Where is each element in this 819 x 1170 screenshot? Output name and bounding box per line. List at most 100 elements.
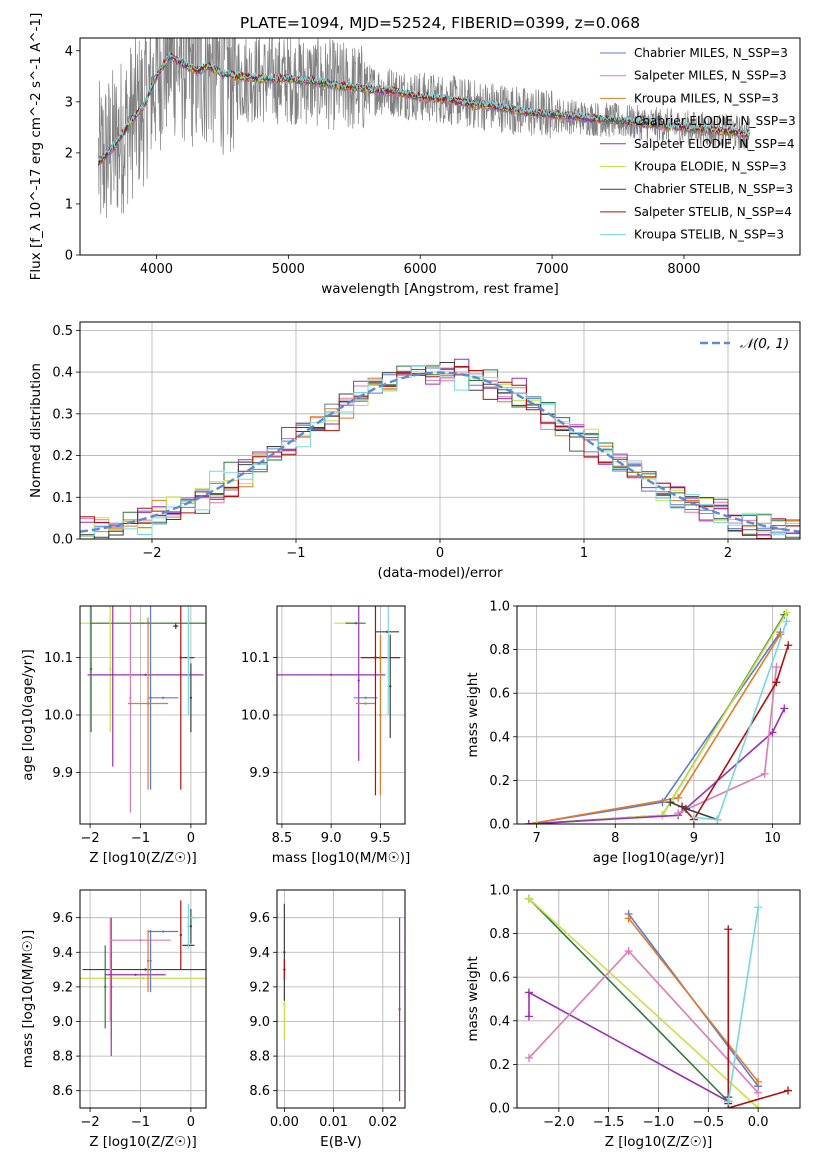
x-axis-label: Z [log10(Z/Z☉)] bbox=[89, 1134, 197, 1150]
plus-marker bbox=[780, 704, 789, 713]
plus-marker bbox=[784, 641, 793, 650]
legend-entry: Chabrier STELIB, N_SSP=3 bbox=[634, 182, 793, 196]
y-tick-label: 10.0 bbox=[241, 709, 270, 724]
x-axis-label: wavelength [Angstrom, rest frame] bbox=[321, 281, 559, 297]
data-point bbox=[283, 968, 286, 971]
data-point bbox=[398, 1008, 401, 1011]
x-tick-label: 0 bbox=[187, 1115, 195, 1130]
panel-mass_vs_ebv: 0.00 0.01 0.02 8.6 8.8 9.0 9.2 9.4 9.6 E(B-V) bbox=[249, 889, 406, 1150]
y-tick-label: 10.1 bbox=[44, 651, 73, 666]
y-tick-label: 4 bbox=[65, 44, 73, 59]
axes-frame bbox=[516, 605, 801, 825]
axes-frame bbox=[276, 889, 406, 1109]
plus-marker bbox=[524, 1053, 533, 1062]
x-tick-label: 2 bbox=[724, 546, 732, 561]
chart-title: PLATE=1094, MJD=52524, FIBERID=0399, z=0… bbox=[240, 14, 640, 32]
legend-entry: Chabrier ELODIE, N_SSP=3 bbox=[634, 114, 796, 128]
x-tick-label: −2 bbox=[142, 546, 161, 561]
data-point bbox=[141, 977, 145, 980]
plus-marker bbox=[754, 903, 763, 912]
grid bbox=[80, 606, 206, 824]
axes-frame bbox=[276, 605, 406, 825]
plus-marker bbox=[724, 1097, 733, 1106]
axes-frame bbox=[79, 889, 207, 1109]
y-tick-label: 9.4 bbox=[249, 946, 270, 961]
weight-series-line bbox=[528, 949, 759, 1094]
gaussian-curve bbox=[80, 371, 800, 533]
plus-marker bbox=[782, 608, 791, 617]
x-tick-label: −2 bbox=[80, 1115, 99, 1130]
data-point bbox=[283, 1002, 286, 1006]
y-tick-label: 1.0 bbox=[489, 600, 510, 615]
histogram-step bbox=[80, 362, 800, 538]
x-axis-label: Z [log10(Z/Z☉)] bbox=[605, 1134, 713, 1150]
x-axis-label: Z [log10(Z/Z☉)] bbox=[89, 850, 197, 866]
model-spectrum-line bbox=[98, 51, 751, 161]
x-tick-label: 0.01 bbox=[319, 1115, 348, 1130]
y-tick-label: 9.4 bbox=[52, 946, 73, 961]
plus-marker bbox=[658, 798, 667, 807]
legend-entry: Salpeter MILES, N_SSP=3 bbox=[634, 69, 787, 83]
data-point bbox=[192, 916, 195, 919]
plus-marker bbox=[674, 793, 683, 802]
y-tick-label: 0.4 bbox=[52, 366, 73, 381]
data-point bbox=[387, 656, 390, 659]
plus-marker bbox=[760, 769, 769, 778]
y-tick-label: 10.1 bbox=[241, 651, 270, 666]
y-tick-label: 8.6 bbox=[249, 1084, 270, 1099]
data-point bbox=[389, 685, 392, 688]
plot-area bbox=[277, 606, 401, 796]
weight-series-line bbox=[528, 708, 786, 824]
y-tick-label: 0.0 bbox=[489, 818, 510, 833]
x-tick-label: −1 bbox=[131, 1115, 150, 1130]
plot-area bbox=[80, 358, 800, 539]
legend-entry: Kroupa ELODIE, N_SSP=3 bbox=[634, 160, 787, 174]
x-tick-label: 8.5 bbox=[272, 831, 293, 846]
data-point bbox=[187, 925, 190, 928]
x-tick-label: −2.0 bbox=[543, 1115, 575, 1130]
y-tick-label: 3 bbox=[65, 95, 73, 110]
x-tick-label: 5000 bbox=[272, 262, 305, 277]
data-point bbox=[189, 925, 193, 928]
data-point bbox=[129, 696, 132, 699]
y-axis-label: mass weight bbox=[465, 672, 481, 757]
plus-marker bbox=[713, 815, 722, 824]
legend-entry: 𝒩(0, 1) bbox=[740, 336, 789, 352]
x-tick-label: 8000 bbox=[667, 262, 700, 277]
data-point bbox=[149, 959, 152, 963]
x-tick-label: −0.5 bbox=[693, 1115, 725, 1130]
grid bbox=[80, 322, 800, 540]
y-tick-label: 0.2 bbox=[52, 449, 73, 464]
data-point bbox=[174, 624, 177, 628]
grid bbox=[277, 606, 405, 824]
plus-marker bbox=[624, 914, 633, 923]
x-tick-label: 4000 bbox=[140, 262, 173, 277]
plus-marker bbox=[666, 798, 675, 807]
x-axis-label: E(B-V) bbox=[320, 1134, 362, 1150]
x-tick-label: 0.02 bbox=[368, 1115, 397, 1130]
weight-series-line bbox=[727, 929, 789, 1108]
data-point bbox=[364, 696, 367, 699]
plot-area bbox=[524, 608, 793, 824]
x-tick-label: 7000 bbox=[536, 262, 569, 277]
data-point bbox=[283, 951, 286, 954]
y-tick-label: 8.6 bbox=[52, 1084, 73, 1099]
x-axis-label: age [log10(age/yr)] bbox=[593, 850, 725, 866]
axes-frame bbox=[79, 321, 801, 540]
legend-entry: Salpeter ELODIE, N_SSP=4 bbox=[634, 137, 795, 151]
axes-frame bbox=[516, 889, 801, 1109]
plus-marker bbox=[754, 1088, 763, 1097]
y-tick-label: 0.0 bbox=[52, 533, 73, 548]
grid bbox=[277, 890, 405, 1108]
y-tick-label: 9.9 bbox=[249, 766, 270, 781]
data-point bbox=[149, 696, 152, 699]
y-tick-label: 0.2 bbox=[489, 1058, 510, 1073]
y-tick-label: 9.2 bbox=[249, 980, 270, 995]
y-tick-label: 10.0 bbox=[44, 709, 73, 724]
y-tick-label: 0.6 bbox=[489, 971, 510, 986]
panel-age_vs_Z: −2 −1 0 9.9 10.0 10.1 Z [log10(Z/Z☉)] age [log1… bbox=[20, 605, 207, 866]
panel-age_vs_mass: 8.5 9.0 9.5 9.9 10.0 10.1 mass [log10(M/M☉)] bbox=[241, 605, 410, 866]
plus-marker bbox=[524, 988, 533, 997]
plus-marker bbox=[624, 947, 633, 956]
y-tick-label: 1.0 bbox=[489, 884, 510, 899]
